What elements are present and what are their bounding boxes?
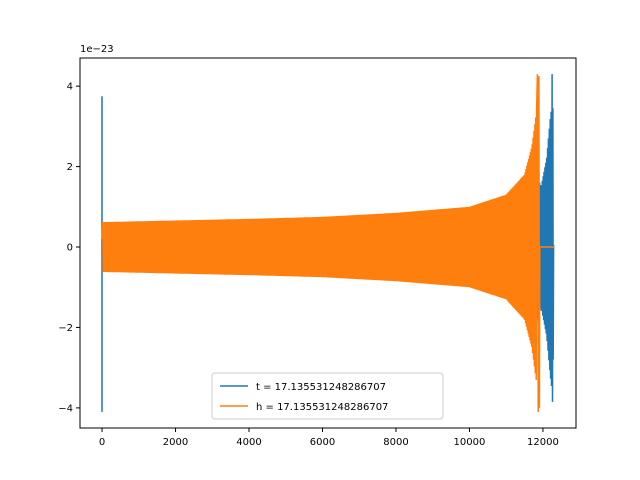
y-axis: −4 −2 0 2 4 [58,82,80,414]
series-group [101,74,555,412]
x-axis: 0 2000 4000 6000 8000 10000 12000 [99,428,559,448]
x-tick-label: 8000 [383,437,408,448]
y-tick-label: 2 [67,162,73,173]
y-tick-label: 4 [67,82,73,93]
x-tick-label: 10000 [454,437,486,448]
x-tick-label: 4000 [236,437,261,448]
x-tick-label: 6000 [310,437,335,448]
legend: t = 17.135531248286707 h = 17.13553124828… [211,372,444,420]
legend-box [211,372,444,420]
y-tick-label: −2 [58,323,73,334]
y-offset-label: 1e−23 [80,44,114,55]
y-tick-label: −4 [58,403,73,414]
series-line [101,74,554,412]
x-tick-label: 0 [99,437,105,448]
y-tick-label: 0 [67,243,73,254]
axes-frame [79,57,577,429]
x-tick-label: 2000 [163,437,188,448]
x-tick-label: 12000 [527,437,559,448]
legend-label: h = 17.135531248286707 [256,402,388,413]
legend-label: t = 17.135531248286707 [256,382,386,393]
